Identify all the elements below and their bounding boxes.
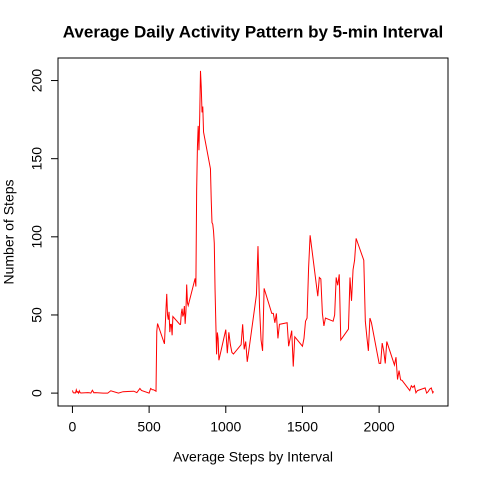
- y-tick-label: 0: [29, 389, 45, 397]
- data-line: [71, 70, 434, 395]
- y-tick-label: 50: [29, 307, 45, 323]
- y-tick-label: 100: [29, 225, 45, 249]
- y-tick-label: 150: [29, 147, 45, 171]
- y-axis-label: Number of Steps: [1, 179, 17, 284]
- x-tick-label: 0: [69, 419, 77, 435]
- x-tick-label: 500: [137, 419, 161, 435]
- chart-title: Average Daily Activity Pattern by 5-min …: [63, 22, 443, 41]
- plot-frame: [57, 57, 449, 407]
- x-axis-label: Average Steps by Interval: [173, 449, 333, 465]
- x-tick-label: 1500: [287, 419, 318, 435]
- y-tick-label: 200: [29, 69, 45, 93]
- x-tick-label: 1000: [210, 419, 241, 435]
- x-tick-label: 2000: [364, 419, 395, 435]
